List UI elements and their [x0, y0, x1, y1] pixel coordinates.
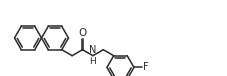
- Text: N: N: [89, 45, 97, 55]
- Text: F: F: [143, 62, 148, 72]
- Text: O: O: [78, 28, 87, 38]
- Text: H: H: [90, 57, 96, 66]
